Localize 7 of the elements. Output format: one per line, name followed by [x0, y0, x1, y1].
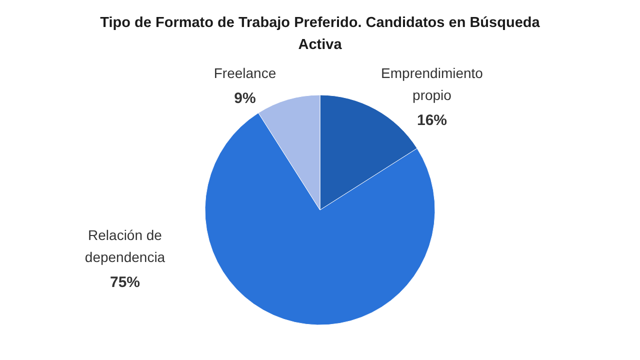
- data-label: 75%: [110, 274, 140, 291]
- chart-title: Tipo de Formato de Trabajo Preferido. Candidatos en Búsqueda Activa: [100, 15, 541, 53]
- data-label: 9%: [234, 90, 256, 107]
- slice-label: Freelance: [214, 65, 276, 81]
- slice-label: Emprendimiento propio: [381, 65, 484, 103]
- slice-label: Relación de dependencia: [84, 227, 166, 265]
- data-label: 16%: [416, 112, 448, 129]
